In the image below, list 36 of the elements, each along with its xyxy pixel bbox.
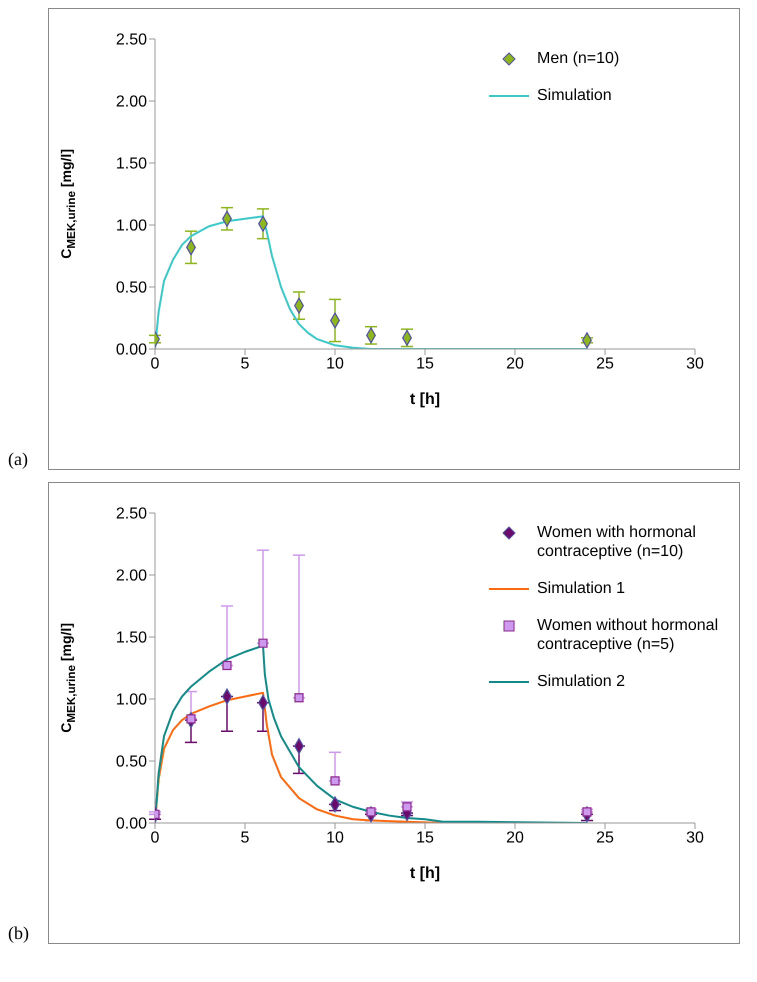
y-tick-label: 2.50 xyxy=(116,506,148,523)
legend-label: Men (n=10) xyxy=(537,49,620,68)
y-tick-label: 0.00 xyxy=(116,816,148,833)
x-axis-title: t [h] xyxy=(410,865,440,882)
x-tick-label: 5 xyxy=(240,355,250,372)
x-axis-title: t [h] xyxy=(410,391,440,408)
y-tick-label: 2.00 xyxy=(116,94,148,111)
x-tick-label: 20 xyxy=(506,355,524,372)
x-tick-label: 10 xyxy=(326,355,344,372)
y-tick-label: 0.00 xyxy=(116,342,148,359)
x-tick-label: 15 xyxy=(416,829,434,846)
y-tick-label: 0.50 xyxy=(116,280,148,297)
y-tick-label: 1.00 xyxy=(116,692,148,709)
y-tick-label: 2.50 xyxy=(116,32,148,49)
text: (a) xyxy=(8,449,29,470)
legend-label: Women without hormonal contraceptive (n=5) xyxy=(537,616,719,654)
x-tick-label: 5 xyxy=(240,829,250,846)
y-tick-label: 0.50 xyxy=(116,754,148,771)
x-tick-label: 10 xyxy=(326,829,344,846)
legend-label: Women with hormonal contraceptive (n=10) xyxy=(537,523,697,561)
x-tick-label: 20 xyxy=(506,829,524,846)
x-tick-label: 0 xyxy=(150,829,160,846)
x-tick-label: 25 xyxy=(596,829,614,846)
y-tick-label: 1.50 xyxy=(116,156,148,173)
x-tick-label: 0 xyxy=(150,355,160,372)
y-tick-label: 2.00 xyxy=(116,568,148,585)
legend-label: Simulation 1 xyxy=(537,579,626,598)
x-tick-label: 15 xyxy=(416,355,434,372)
text: (b) xyxy=(8,923,30,944)
legend-label: Simulation 2 xyxy=(537,672,626,691)
legend-label: Simulation xyxy=(537,86,612,105)
x-tick-label: 25 xyxy=(596,355,614,372)
x-tick-label: 30 xyxy=(686,829,704,846)
y-tick-label: 1.50 xyxy=(116,630,148,647)
y-tick-label: 1.00 xyxy=(116,218,148,235)
x-tick-label: 30 xyxy=(686,355,704,372)
